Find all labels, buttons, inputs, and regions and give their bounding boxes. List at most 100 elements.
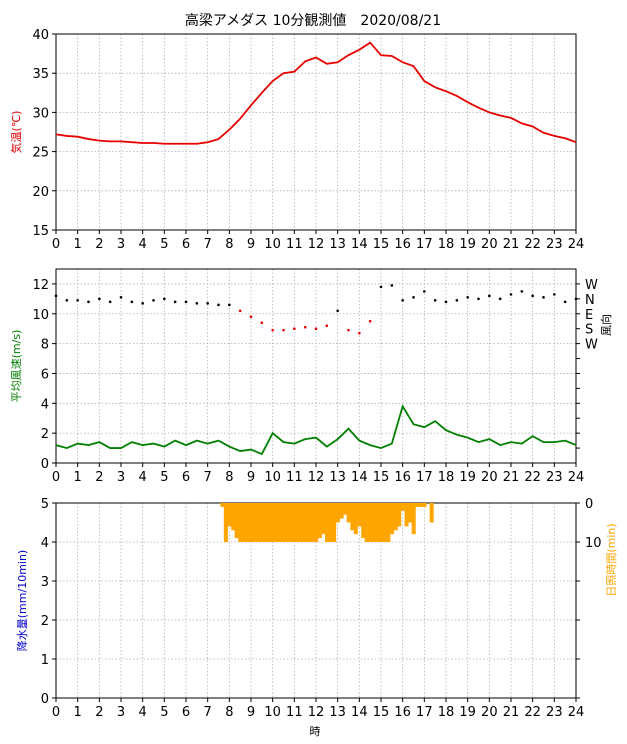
x-tick-label: 21 <box>503 237 520 252</box>
sunshine-bar <box>408 503 413 523</box>
sunshine-bar <box>397 503 402 527</box>
y2-tick-label: E <box>585 308 593 323</box>
x-tick-label: 17 <box>416 705 433 720</box>
wind-direction-dot <box>293 327 296 330</box>
x-tick-label: 15 <box>373 705 390 720</box>
x-tick-label: 11 <box>286 237 303 252</box>
sunshine-bar <box>375 503 380 542</box>
x-tick-label: 20 <box>481 470 498 485</box>
sunshine-bar <box>390 503 395 535</box>
temperature-line <box>55 41 577 145</box>
y2-tick-label: N <box>585 293 595 308</box>
y-tick-label: 30 <box>32 106 49 121</box>
wind-direction-dot <box>108 300 112 304</box>
x-tick-label: 0 <box>52 705 60 720</box>
x-tick-label: 2 <box>95 470 103 485</box>
y-tick-label: 0 <box>41 457 49 472</box>
x-tick-label: 18 <box>438 705 455 720</box>
x-tick-label: 12 <box>308 470 325 485</box>
wind-direction-dot <box>282 328 285 332</box>
wind-direction-dot <box>206 302 209 305</box>
wind-direction-dot <box>423 290 426 293</box>
sunshine-bar <box>339 503 344 519</box>
sunshine-bar <box>281 503 286 542</box>
x-tick-label: 16 <box>394 470 411 485</box>
wind-direction-dot <box>195 302 199 305</box>
sunshine-bar <box>317 503 322 539</box>
sunshine-bar <box>418 503 423 507</box>
sunshine-bar <box>422 503 427 507</box>
x-tick-label: 6 <box>182 237 190 252</box>
sunshine-bar <box>364 503 369 542</box>
sunshine-bar <box>299 503 304 542</box>
sunshine-bar <box>429 503 434 523</box>
x-tick-label: 14 <box>351 470 368 485</box>
x-tick-label: 23 <box>546 470 563 485</box>
x-tick-label: 19 <box>459 237 476 252</box>
sunshine-bar <box>386 503 391 542</box>
sunshine-bar <box>332 503 337 542</box>
sunshine-bar <box>267 503 272 542</box>
wind-direction-dot <box>412 296 415 299</box>
wind-direction-dot <box>184 300 188 304</box>
wind-direction-dot <box>433 299 437 302</box>
x-tick-label: 13 <box>329 705 346 720</box>
sunshine-bar <box>382 503 387 542</box>
wind-direction-dot <box>65 299 69 302</box>
y-axis-label: 気温(℃) <box>9 111 23 154</box>
x-tick-label: 24 <box>568 705 585 720</box>
wind-direction-dot <box>509 293 513 296</box>
sunshine-bar <box>238 503 243 542</box>
sunshine-bar <box>343 503 348 515</box>
x-tick-label: 17 <box>416 237 433 252</box>
sunshine-bar <box>335 503 340 523</box>
wind-direction-dot <box>98 297 101 301</box>
x-tick-label: 13 <box>329 237 346 252</box>
wind-direction-dot <box>358 331 361 335</box>
wind-direction-dot <box>390 284 394 287</box>
sunshine-bar <box>415 503 420 507</box>
y-tick-label: 10 <box>32 308 49 323</box>
x-tick-label: 3 <box>117 705 125 720</box>
wind-direction-dot <box>379 285 383 289</box>
wind-direction-dot <box>260 321 264 325</box>
x-tick-label: 8 <box>225 470 233 485</box>
sunshine-bar <box>400 503 405 511</box>
sunshine-bar <box>296 503 301 542</box>
x-tick-label: 21 <box>503 470 520 485</box>
x-tick-label: 0 <box>52 237 60 252</box>
x-tick-label: 1 <box>74 470 82 485</box>
y2-tick-label: W <box>585 278 598 293</box>
sunshine-bar <box>245 503 250 542</box>
y-tick-label: 35 <box>32 67 49 82</box>
x-tick-label: 14 <box>351 237 368 252</box>
wind-direction-dot <box>498 297 502 301</box>
x-tick-label: 22 <box>524 470 541 485</box>
x-tick-label: 2 <box>95 705 103 720</box>
wind-direction-dot <box>466 296 469 299</box>
x-tick-label: 18 <box>438 470 455 485</box>
y2-tick-label: W <box>585 338 598 353</box>
x-tick-label: 6 <box>182 470 190 485</box>
sunshine-bar <box>321 503 326 535</box>
wind-direction-dot <box>163 297 166 301</box>
sunshine-bar <box>372 503 377 542</box>
wind-direction-dot <box>455 299 459 302</box>
sunshine-bar <box>227 503 232 527</box>
x-tick-label: 7 <box>204 470 212 485</box>
y-tick-label: 5 <box>41 497 49 512</box>
x-tick-label: 2 <box>95 237 103 252</box>
x-tick-label: 10 <box>264 705 281 720</box>
y-tick-label: 0 <box>41 692 49 707</box>
wind-direction-dot <box>520 290 524 293</box>
wind-direction-dot <box>249 315 253 319</box>
x-tick-label: 13 <box>329 470 346 485</box>
wind-direction-dot <box>336 309 339 313</box>
y2-tick-label: S <box>585 323 593 338</box>
sunshine-bar <box>270 503 275 542</box>
sunshine-bar <box>231 503 236 531</box>
wind-direction-dot <box>271 328 274 332</box>
y-tick-label: 25 <box>32 146 49 161</box>
y-tick-label: 4 <box>41 536 49 551</box>
